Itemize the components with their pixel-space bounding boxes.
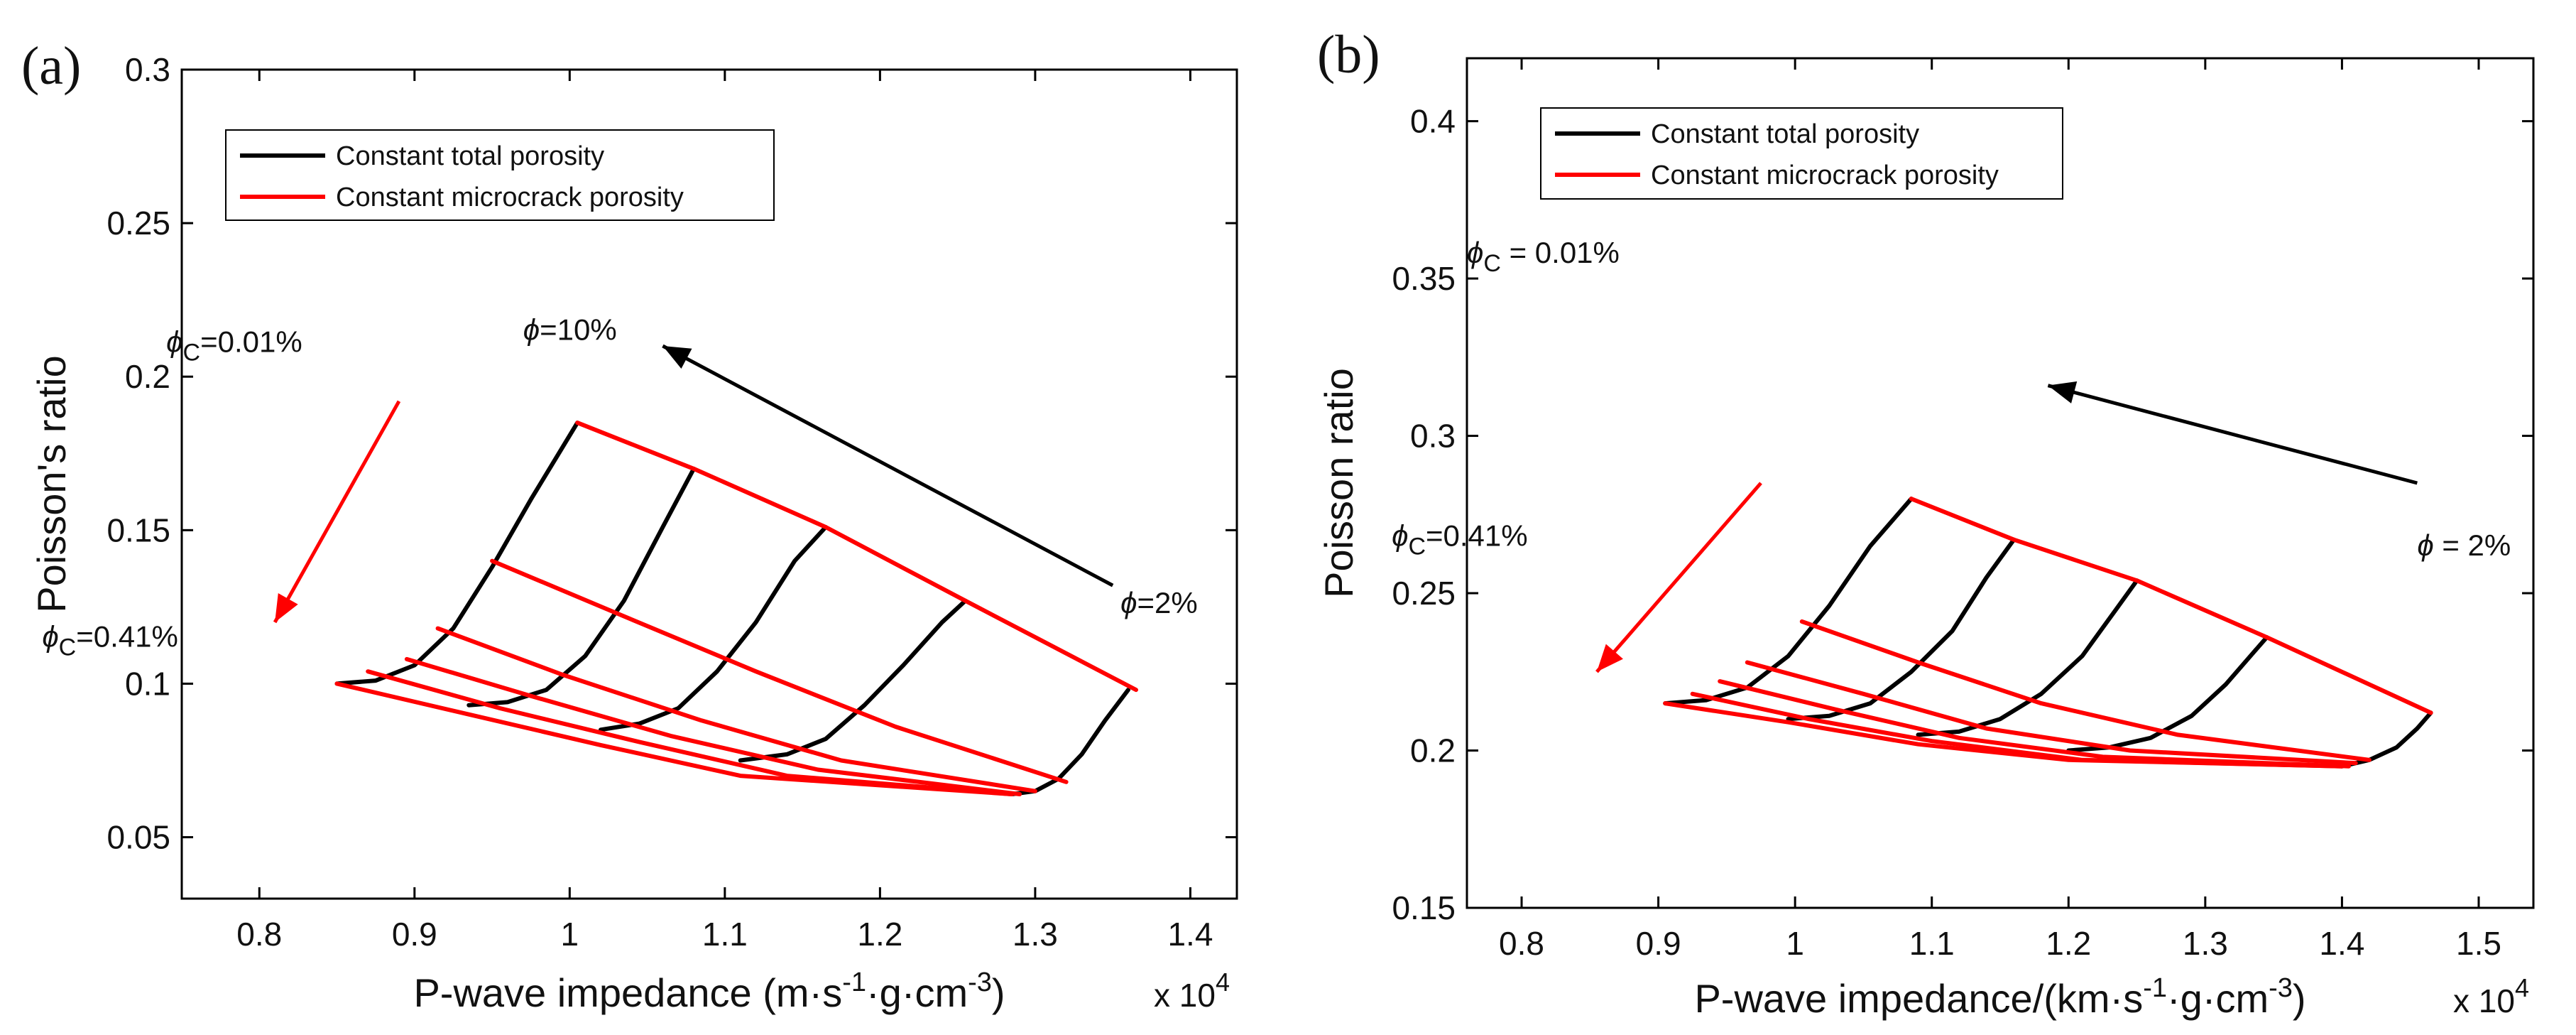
panel-a-x-tick-label: 1.2 <box>857 916 902 953</box>
panel-b-chart: (b) 0.8 0.9 1 1.1 1.2 1.3 1.4 1.5 0.15 0.2 0.25 0.3 0… <box>1316 25 2535 1021</box>
panel-a-arrow-shaft <box>273 400 401 624</box>
panel-b-total-porosity-line <box>2340 710 2433 769</box>
panel-a-microcrack-porosity-line <box>575 421 1138 693</box>
panel-a-microcrack-porosity-line <box>334 681 1015 796</box>
panel-a-y-tick-label: 0.05 <box>107 819 170 856</box>
panel-b-annotation: ϕC = 0.01% <box>1467 236 1620 277</box>
panel-a-y-tick-label: 0.15 <box>107 511 170 548</box>
panel-a-total-porosity-line <box>466 466 697 708</box>
panel-a-y-tick-label: 0.1 <box>125 665 170 702</box>
panel-a-annotation: ϕ=10% <box>523 313 617 346</box>
panel-a-total-porosity-line <box>1010 688 1130 796</box>
panel-a-legend <box>225 129 775 221</box>
panel-b-y-tick-label: 0.4 <box>1410 103 1456 140</box>
panel-a-annotation: ϕC=0.01% <box>166 325 302 367</box>
panel-a-legend-label: Constant microcrack porosity <box>336 183 684 212</box>
panel-a-axes-frame <box>180 68 1238 900</box>
panel-a-x-tick-label: 0.9 <box>392 916 437 953</box>
panel-b-x-multiplier: x 104 <box>2453 973 2529 1019</box>
panel-a-microcrack-porosity-line <box>404 656 1022 796</box>
panel-b-y-axis-label: Poisson ratio <box>1316 368 1361 598</box>
panel-a-arrow-shaft <box>662 344 1114 587</box>
panel-a-x-tick-label: 1.3 <box>1013 916 1058 953</box>
panel-b-microcrack-porosity-line <box>1909 497 2433 715</box>
panel-a-chart: (a) 0.8 0.9 1 1.1 1.2 1.3 1.4 0.05 0.1 0.15 0.2 0.25… <box>21 36 1238 1015</box>
panel-a-x-axis-label: P-wave impedance (m·s-1·g·cm-3) <box>413 968 1005 1015</box>
panel-b-annotation: ϕC=0.41% <box>1392 519 1528 560</box>
panel-a-y-tick-label: 0.25 <box>107 205 170 242</box>
panel-b-microcrack-porosity-line <box>1663 701 2345 769</box>
panel-b-legend-label: Constant microcrack porosity <box>1651 161 1999 190</box>
panel-b-microcrack-porosity-line <box>1799 619 2372 762</box>
panel-b-annotation: ϕ = 2% <box>2417 529 2511 562</box>
panel-a-annotation: ϕC=0.41% <box>42 620 178 661</box>
panel-b-arrow-head <box>2048 381 2078 403</box>
panel-b-x-tick-label: 1.3 <box>2183 925 2228 962</box>
panel-b-axes-frame <box>1466 57 2535 909</box>
panel-b-y-tick-label: 0.35 <box>1392 260 1456 297</box>
panel-a-y-tick-label: 0.2 <box>125 358 170 395</box>
panel-a-microcrack-porosity-line <box>490 558 1069 784</box>
panel-b-total-porosity-line <box>1916 578 2139 737</box>
panel-b-legend <box>1540 107 2063 200</box>
panel-b-x-tick-label: 1 <box>1786 925 1804 962</box>
panel-a-total-porosity-line <box>599 525 828 732</box>
panel-b-x-tick-label: 1.2 <box>2046 925 2091 962</box>
panel-a-arrow-head <box>275 593 298 622</box>
panel-b-microcrack-porosity-line <box>1718 679 2351 769</box>
panel-a-x-tick-label: 0.8 <box>236 916 282 953</box>
panel-a-microcrack-porosity-line <box>435 626 1037 793</box>
panel-a-total-porosity-line <box>334 421 580 686</box>
panel-b-y-tick-label: 0.25 <box>1392 575 1456 612</box>
panel-a-arrow-head <box>662 346 692 369</box>
panel-a-y-axis-label: Poisson's ratio <box>29 355 74 612</box>
panel-a-x-tick-label: 1.1 <box>702 916 748 953</box>
panel-b-x-tick-label: 1.5 <box>2456 925 2501 962</box>
panel-b-y-tick-label: 0.2 <box>1410 732 1456 769</box>
panel-a-x-multiplier: x 104 <box>1154 968 1230 1014</box>
panel-a-label: (a) <box>21 36 81 96</box>
panel-a-annotation: ϕ=2% <box>1120 586 1198 619</box>
panel-b-arrow-shaft <box>1595 482 1762 673</box>
panel-b-total-porosity-line <box>1786 537 2016 722</box>
panel-b-arrow-head <box>1596 644 1623 672</box>
panel-b-legend-label: Constant total porosity <box>1651 119 1919 149</box>
panel-a-y-tick-label: 0.3 <box>125 51 170 88</box>
panel-a-total-porosity-line <box>738 598 968 763</box>
panel-b-y-tick-label: 0.3 <box>1410 418 1456 455</box>
panel-a-legend-label: Constant total porosity <box>336 141 604 171</box>
panel-b-x-tick-label: 0.9 <box>1636 925 1681 962</box>
panel-a-x-tick-label: 1 <box>561 916 579 953</box>
panel-b-y-tick-label: 0.15 <box>1392 889 1456 926</box>
panel-b-x-tick-label: 1.4 <box>2319 925 2364 962</box>
panel-b-arrow-shaft <box>2047 384 2418 485</box>
panel-b-microcrack-porosity-line <box>1745 660 2358 766</box>
panel-b-x-tick-label: 1.1 <box>1909 925 1955 962</box>
panel-b-total-porosity-line <box>1663 497 1914 706</box>
panel-b-x-tick-label: 0.8 <box>1499 925 1544 962</box>
panel-b-x-axis-label: P-wave impedance/(km·s-1·g·cm-3) <box>1694 973 2305 1021</box>
panel-b-label: (b) <box>1317 25 1380 85</box>
panel-a-x-tick-label: 1.4 <box>1167 916 1213 953</box>
